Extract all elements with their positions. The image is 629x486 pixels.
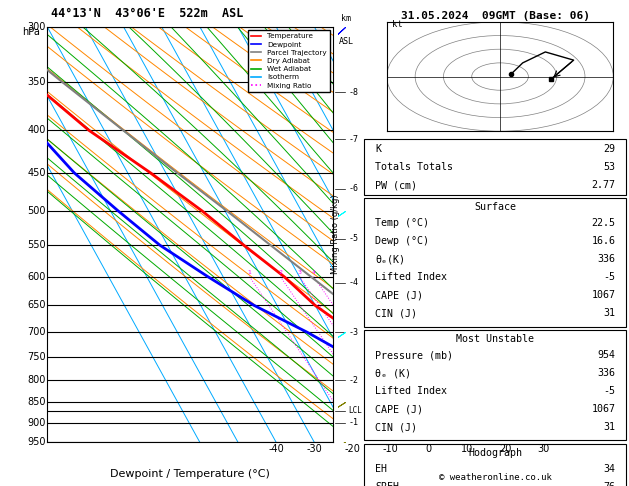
Text: 1: 1 [248,270,252,275]
Text: 2: 2 [279,270,282,275]
Text: 750: 750 [27,352,46,362]
Text: 10: 10 [461,444,473,454]
Text: CAPE (J): CAPE (J) [375,404,423,414]
Text: -10: -10 [382,444,399,454]
Text: 3: 3 [298,270,301,275]
Text: 34: 34 [604,464,616,474]
Text: 300: 300 [28,22,46,32]
Text: -5: -5 [604,386,616,396]
Text: θₑ (K): θₑ (K) [375,368,411,378]
Text: 900: 900 [28,418,46,428]
Text: K: K [375,144,381,154]
Text: Mixing Ratio (g/kg): Mixing Ratio (g/kg) [331,195,340,274]
Text: Dewp (°C): Dewp (°C) [375,237,429,246]
Text: Most Unstable: Most Unstable [456,334,535,344]
Text: PW (cm): PW (cm) [375,180,417,190]
Text: LCL: LCL [348,406,362,415]
Text: 650: 650 [27,300,46,311]
Text: 0: 0 [426,444,432,454]
Text: 336: 336 [598,368,616,378]
Text: Lifted Index: Lifted Index [375,386,447,396]
Legend: Temperature, Dewpoint, Parcel Trajectory, Dry Adiabat, Wet Adiabat, Isotherm, Mi: Temperature, Dewpoint, Parcel Trajectory… [248,30,330,91]
Text: 600: 600 [28,272,46,281]
Text: -7: -7 [348,135,359,144]
Text: kt: kt [392,20,403,29]
Text: -1: -1 [348,418,359,427]
Text: 20: 20 [499,444,511,454]
Text: EH: EH [375,464,387,474]
Text: Hodograph: Hodograph [469,448,522,458]
Text: 31: 31 [604,309,616,318]
Text: 76: 76 [604,482,616,486]
Text: Surface: Surface [474,202,516,212]
Text: 16.6: 16.6 [592,237,616,246]
Text: 44°13'N  43°06'E  522m  ASL: 44°13'N 43°06'E 522m ASL [51,7,243,20]
Text: 700: 700 [27,327,46,337]
Text: 4: 4 [311,270,316,275]
Text: 31: 31 [604,422,616,432]
Text: -5: -5 [604,273,616,282]
Text: 850: 850 [27,397,46,407]
Text: -2: -2 [348,376,359,385]
Text: 22.5: 22.5 [592,219,616,228]
Text: -4: -4 [348,278,359,287]
Text: 400: 400 [28,125,46,136]
Text: Lifted Index: Lifted Index [375,273,447,282]
Text: 1067: 1067 [592,291,616,300]
Text: 550: 550 [27,240,46,250]
Text: 350: 350 [27,77,46,87]
Text: km: km [342,14,351,22]
Text: 450: 450 [27,168,46,178]
Text: CAPE (J): CAPE (J) [375,291,423,300]
Text: -40: -40 [268,444,284,454]
Text: 31.05.2024  09GMT (Base: 06): 31.05.2024 09GMT (Base: 06) [401,11,590,21]
Text: 800: 800 [28,375,46,385]
Text: 29: 29 [604,144,616,154]
Text: 53: 53 [604,162,616,172]
Text: -3: -3 [348,328,359,337]
Text: 950: 950 [27,437,46,447]
Text: CIN (J): CIN (J) [375,309,417,318]
Text: ASL: ASL [339,37,353,46]
Text: -5: -5 [348,234,359,243]
Text: 954: 954 [598,350,616,360]
Text: 500: 500 [27,206,46,216]
Text: -8: -8 [348,88,359,97]
Text: Totals Totals: Totals Totals [375,162,453,172]
Text: -6: -6 [348,184,359,193]
Text: CIN (J): CIN (J) [375,422,417,432]
Text: SREH: SREH [375,482,399,486]
Text: θₑ(K): θₑ(K) [375,255,405,264]
Text: hPa: hPa [23,27,40,37]
Text: 30: 30 [537,444,549,454]
Text: 336: 336 [598,255,616,264]
Text: -30: -30 [306,444,322,454]
Text: Temp (°C): Temp (°C) [375,219,429,228]
Text: 2.77: 2.77 [592,180,616,190]
Text: -20: -20 [345,444,360,454]
Text: 1067: 1067 [592,404,616,414]
Text: Dewpoint / Temperature (°C): Dewpoint / Temperature (°C) [110,469,270,479]
Text: Pressure (mb): Pressure (mb) [375,350,453,360]
Text: © weatheronline.co.uk: © weatheronline.co.uk [439,473,552,482]
